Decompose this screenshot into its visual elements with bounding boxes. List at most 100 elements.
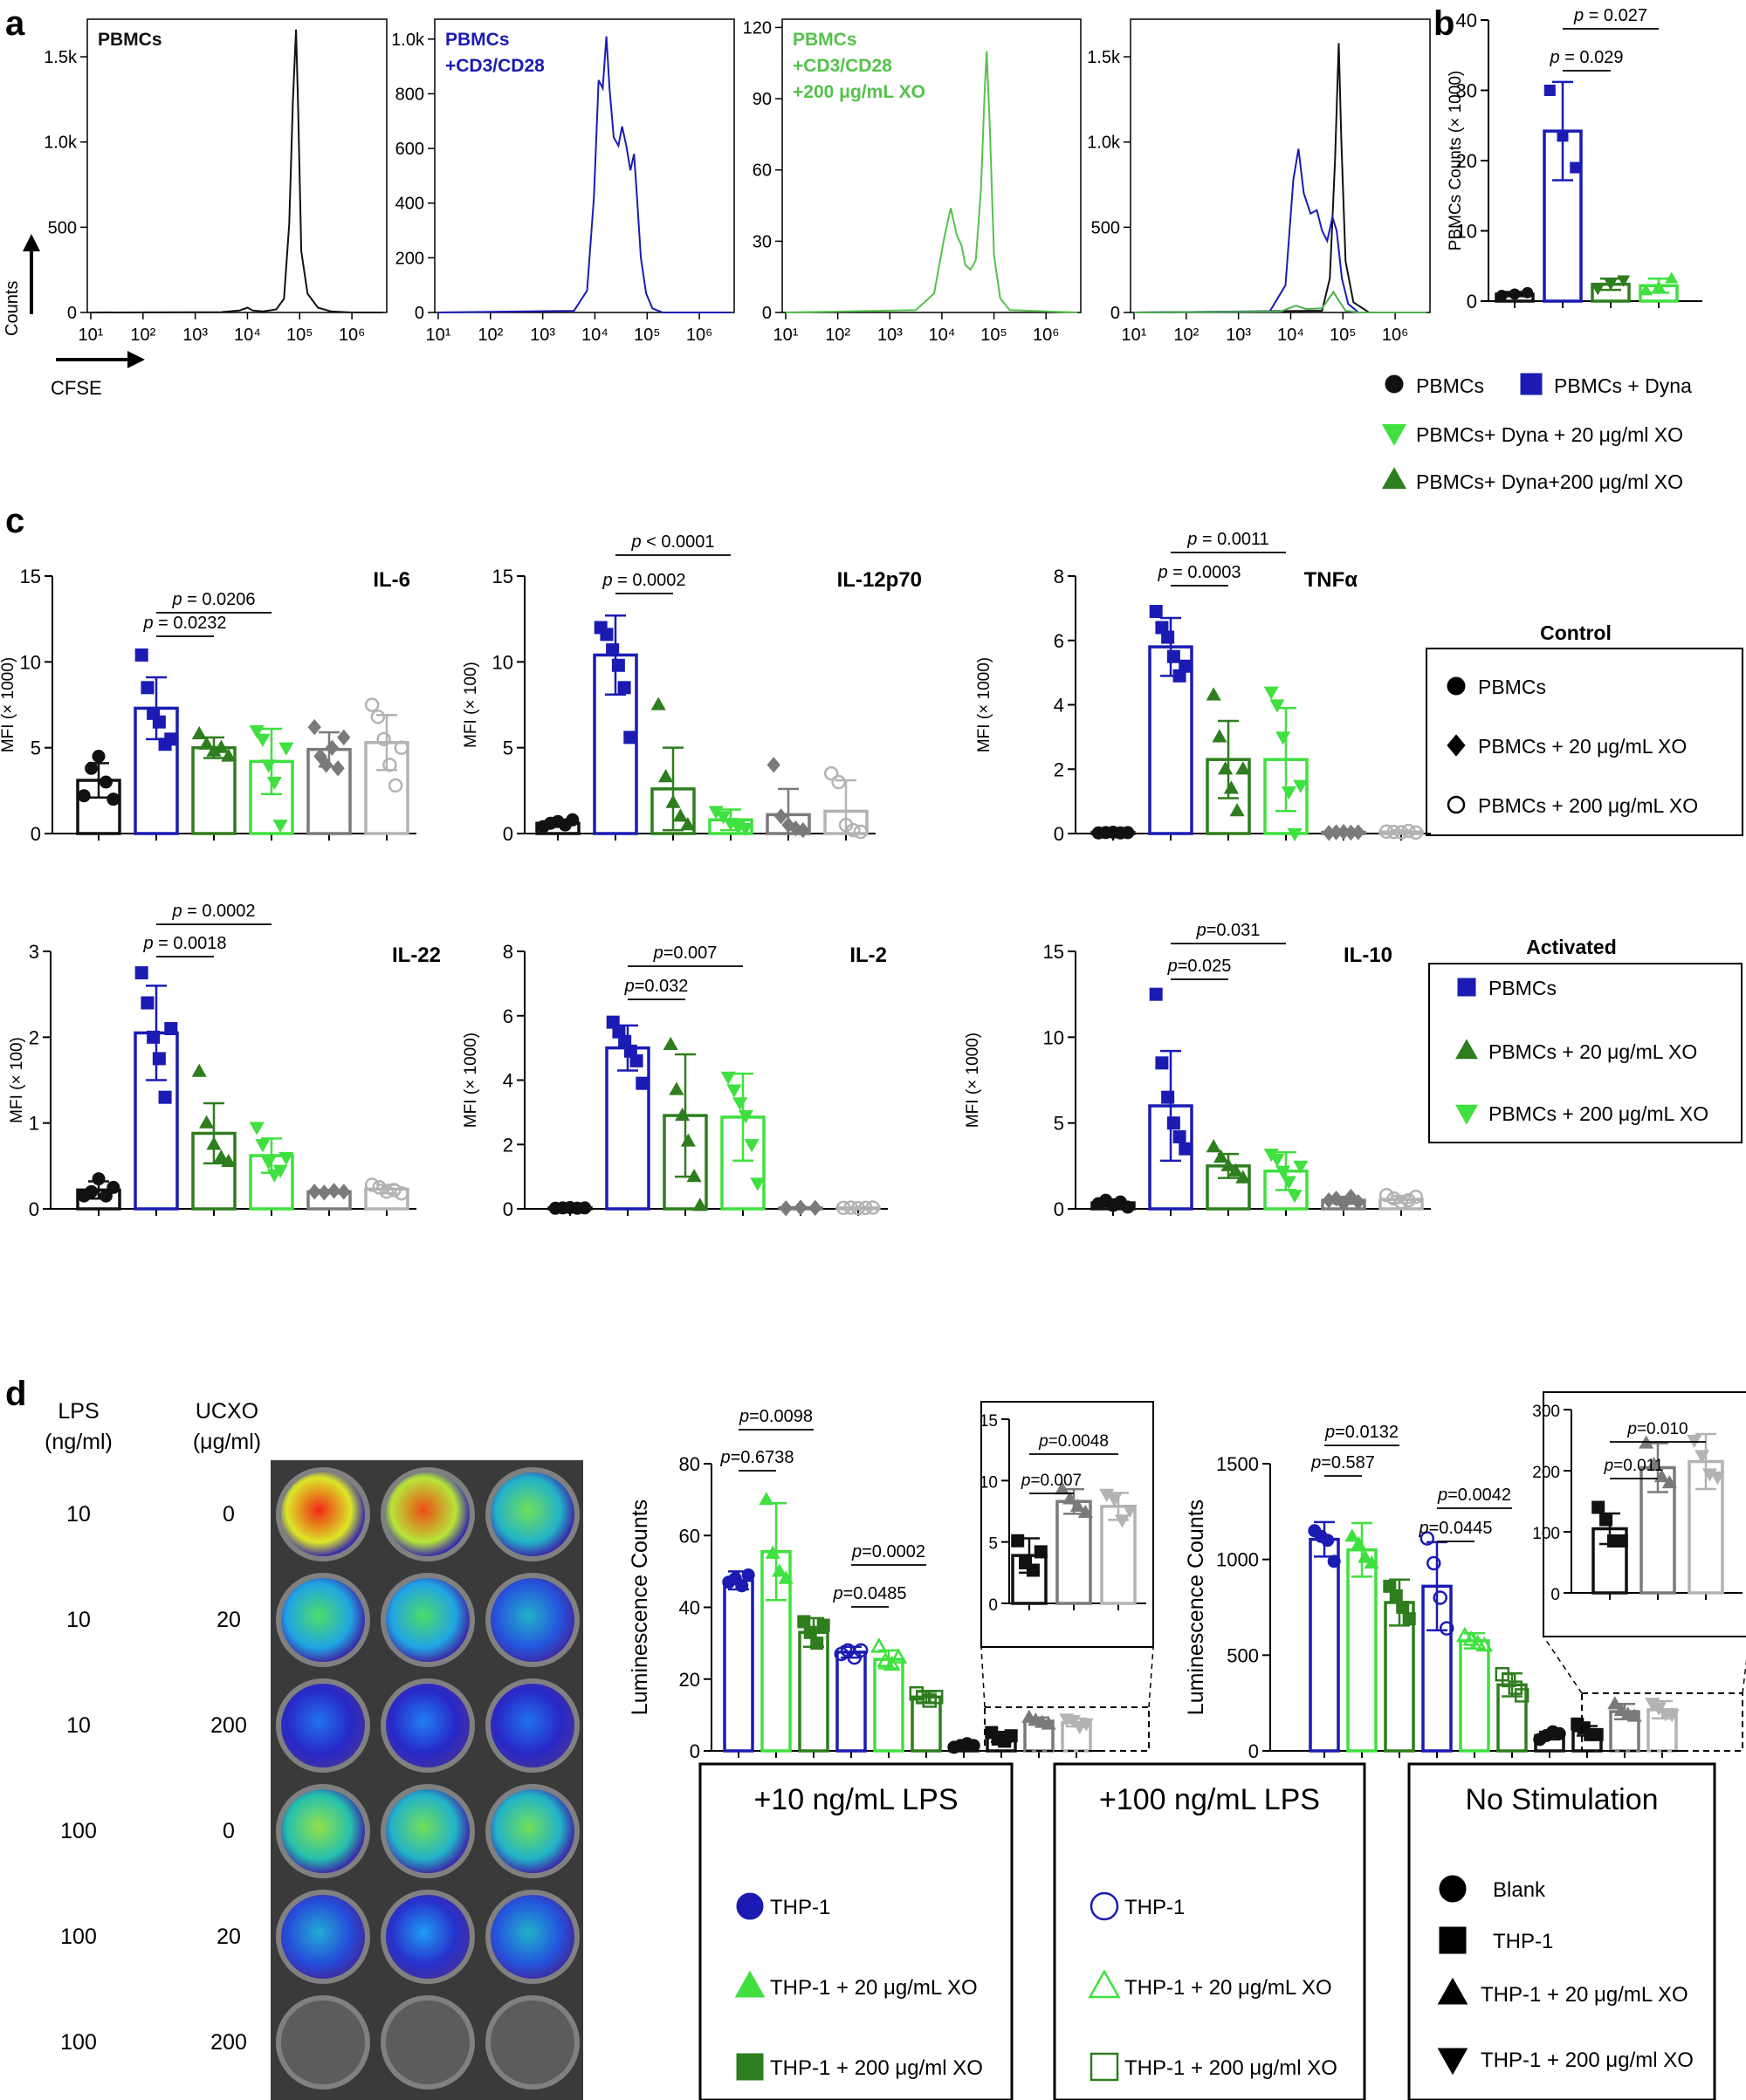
data-point: [1358, 1549, 1373, 1563]
well: [491, 1472, 574, 1556]
x-tick-label: 10³: [877, 326, 903, 345]
p-symbol: p: [1550, 48, 1560, 67]
y-tick-label: 40: [1456, 10, 1477, 31]
data-point: [1041, 1716, 1056, 1730]
data-point: [317, 1184, 332, 1201]
panel-label-d: d: [5, 1375, 26, 1413]
data-point: [680, 1133, 696, 1147]
data-point: [1557, 130, 1569, 142]
x-tick-label: 10⁵: [634, 326, 661, 345]
data-point: [669, 1081, 684, 1095]
bar: [605, 1046, 650, 1211]
well: [281, 2000, 365, 2084]
legend-label: PBMCs: [1488, 977, 1557, 999]
data-point: [1509, 288, 1521, 300]
legend-label: THP-1 + 20 μg/mL XO: [770, 1976, 978, 2000]
well: [491, 1895, 574, 1979]
y-axis-label: MFI (× 1000): [964, 1033, 982, 1128]
x-tick-label: 10²: [825, 326, 850, 345]
y-tick-label: 0: [1248, 1740, 1259, 1762]
data-point: [206, 1136, 222, 1150]
legend-marker-square: [1439, 1926, 1467, 1954]
y-tick-label: 500: [48, 218, 77, 237]
data-point: [865, 1200, 881, 1215]
data-point: [1121, 1200, 1135, 1214]
data-point: [1661, 1474, 1677, 1489]
p-value: = 0.0206: [182, 590, 256, 609]
data-point: [1344, 1189, 1358, 1205]
data-point: [261, 759, 277, 773]
p-symbol: p: [1196, 921, 1206, 940]
p-value: =0.007: [663, 944, 718, 963]
data-point: [611, 658, 625, 672]
data-point: [1122, 1504, 1138, 1519]
y-axis-label: MFI (× 1000): [462, 1033, 480, 1128]
x-tick-label: 10⁴: [929, 326, 956, 345]
column-header: (μg/ml): [193, 1430, 261, 1454]
data-point: [99, 1189, 113, 1203]
legend-marker-square: [736, 2053, 764, 2081]
y-tick-label: 10: [492, 651, 513, 673]
data-point: [261, 1156, 277, 1170]
data-point: [1078, 1718, 1094, 1732]
x-tick-label: 10⁴: [1277, 326, 1304, 345]
legend-title: Control: [1540, 621, 1612, 644]
data-point: [726, 1084, 742, 1098]
data-point: [1665, 271, 1679, 284]
data-point: [1646, 1456, 1662, 1471]
p-symbol: p: [142, 934, 153, 953]
panel-a-arrows: [23, 234, 145, 368]
data-point: [319, 757, 333, 773]
p-value: =0.0485: [843, 1584, 907, 1603]
x-tick-label: 10¹: [773, 326, 799, 345]
y-tick-label: 30: [1456, 80, 1477, 102]
y-tick-label: 1.0k: [1087, 134, 1121, 153]
p-symbol: p: [1167, 957, 1178, 976]
legend-label: THP-1 + 200 μg/ml XO: [1124, 2056, 1337, 2080]
p-symbol: p: [1604, 1457, 1614, 1475]
p-value-label: p < 0.0001: [630, 532, 714, 552]
p-symbol: p: [720, 1448, 731, 1467]
data-point: [152, 715, 166, 729]
p-symbol: p: [653, 944, 663, 963]
p-value: =0.025: [1178, 957, 1232, 976]
p-value: =0.0132: [1335, 1423, 1399, 1442]
y-tick-label: 0: [1110, 304, 1120, 323]
legend-marker-triangle-down: [1437, 2048, 1468, 2076]
data-point: [1351, 1193, 1365, 1211]
p-value: = 0.0232: [154, 614, 227, 633]
data-point: [191, 725, 207, 740]
y-tick-label: 5: [31, 738, 41, 759]
histogram-label: PBMCs: [445, 30, 510, 50]
legend-label: PBMCs+ Dyna + 20 μg/ml XO: [1416, 423, 1683, 446]
well: [386, 1684, 470, 1767]
p-value-label: p=0.032: [624, 977, 689, 996]
bar: [835, 1650, 867, 1753]
row-label-ucxo: 0: [223, 1502, 235, 1527]
x-tick-label: 10⁵: [980, 326, 1007, 345]
y-tick-label: 0: [1054, 1198, 1064, 1220]
data-point: [1694, 1450, 1710, 1464]
legend-label: PBMCs + 20 μg/mL XO: [1478, 735, 1687, 758]
p-value-label: p=0.011: [1604, 1457, 1664, 1475]
histogram-label: +CD3/CD28: [445, 56, 545, 76]
y-tick-label: 60: [753, 161, 772, 181]
y-tick-label: 4: [503, 1070, 513, 1092]
data-point: [1426, 1555, 1441, 1571]
data-point: [331, 760, 345, 777]
bar: [1346, 1548, 1378, 1753]
row-label-lps: 10: [66, 1502, 91, 1527]
p-value: =0.0042: [1447, 1486, 1511, 1505]
data-point: [1275, 1165, 1291, 1179]
panel-label-b: b: [1433, 4, 1454, 43]
x-tick-label: 10¹: [79, 326, 104, 345]
row-label-ucxo: 200: [210, 1713, 247, 1738]
data-point: [772, 1563, 787, 1577]
legend-label: PBMCs + Dyna: [1554, 374, 1692, 397]
y-axis-label: MFI (× 100): [462, 662, 480, 748]
data-point: [617, 681, 631, 695]
data-point: [1121, 826, 1135, 840]
